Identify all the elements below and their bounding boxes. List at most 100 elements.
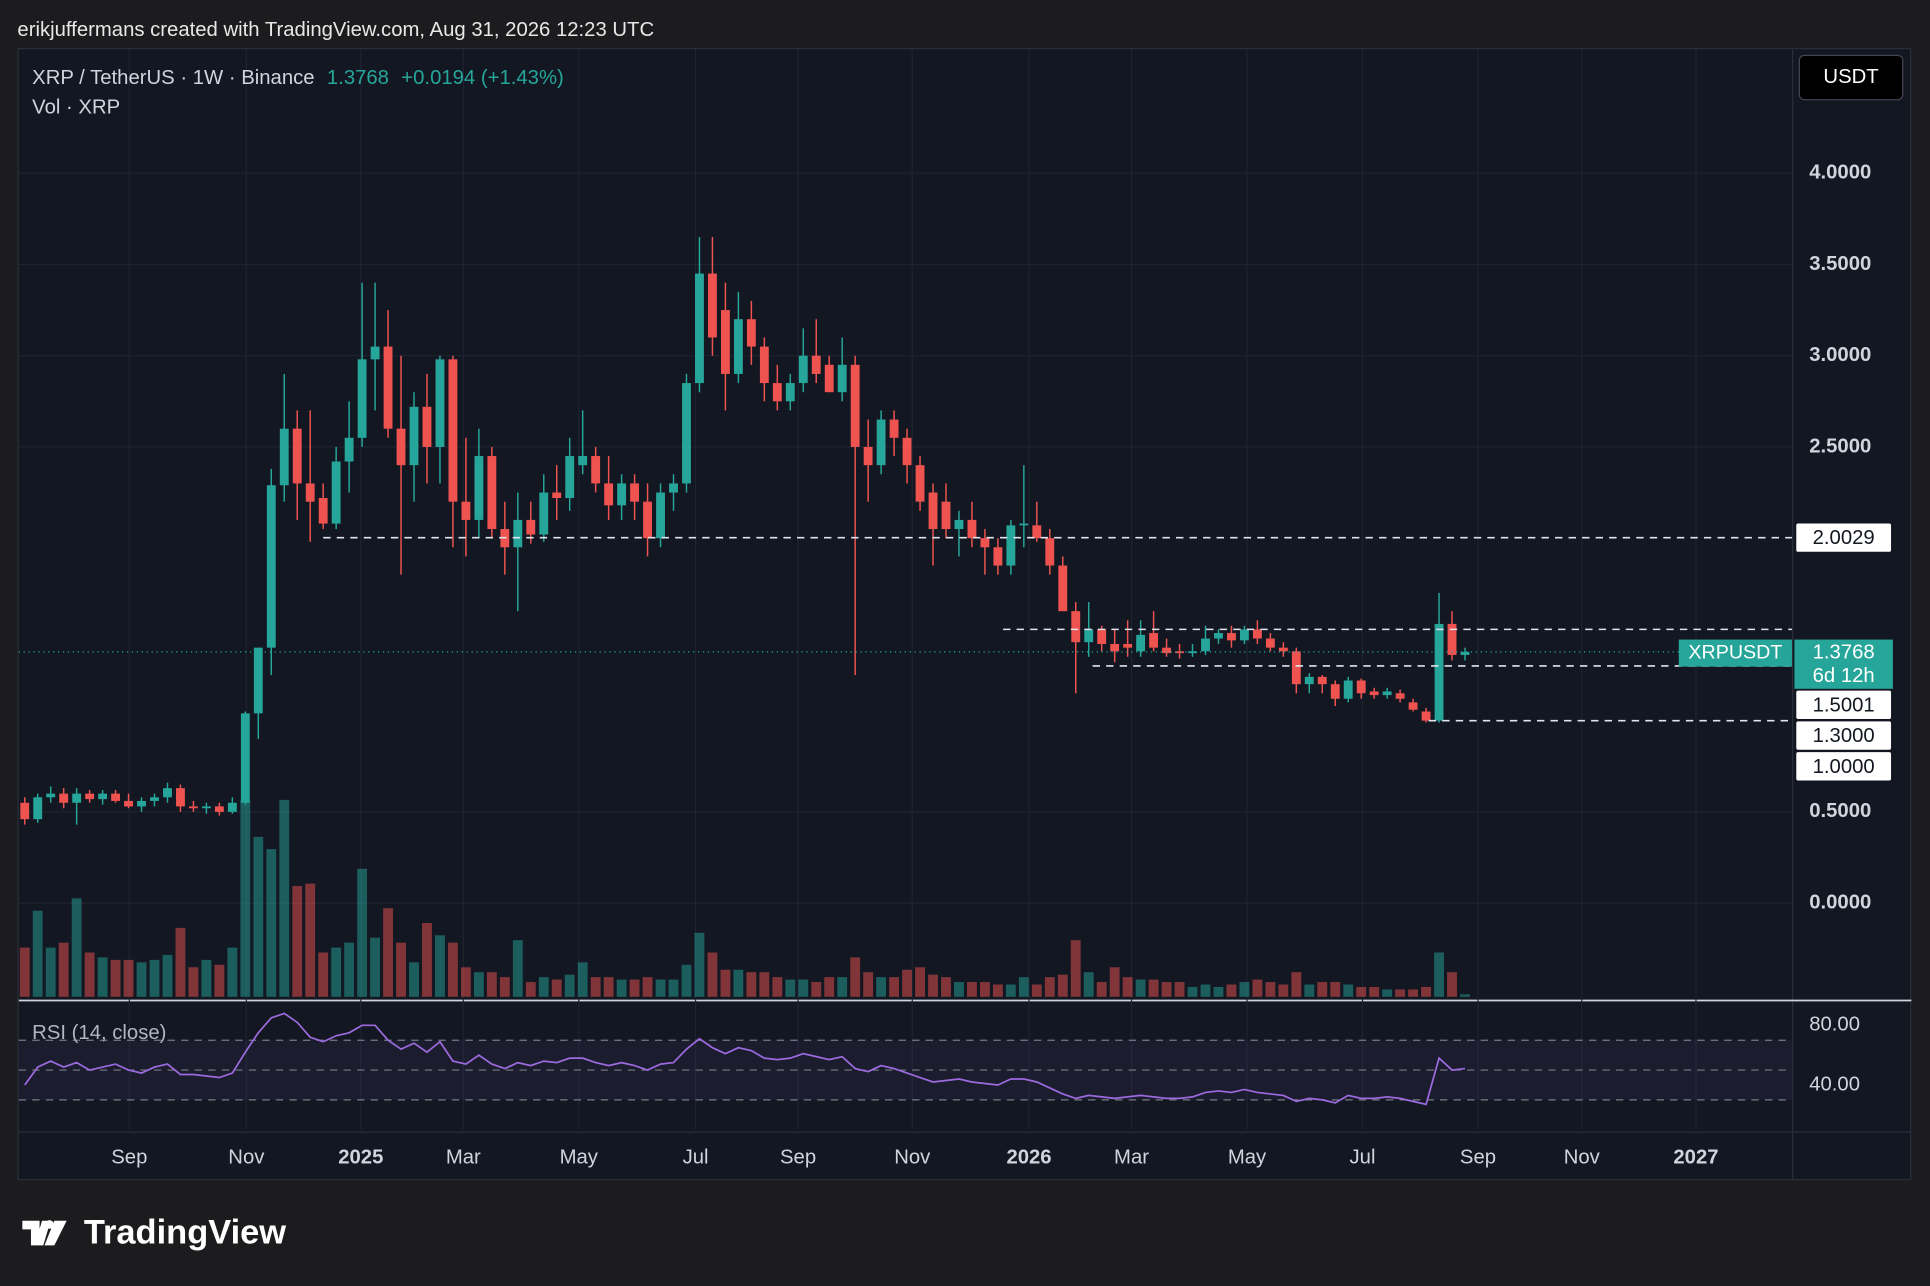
volume-bar [188, 967, 199, 997]
x-tick-label: Jul [1350, 1146, 1376, 1168]
candle-body [889, 419, 899, 438]
candle-body [188, 806, 198, 809]
volume-bar [551, 979, 562, 997]
candle-body [1330, 684, 1340, 699]
volume-bar [850, 957, 861, 997]
candle-body [1136, 634, 1146, 652]
price-change: +0.0194 (+1.43%) [401, 67, 564, 89]
volume-bar [694, 932, 705, 997]
candle-body [1045, 538, 1055, 566]
volume-bar [992, 984, 1003, 997]
volume-bar [512, 940, 523, 997]
logo-dot [45, 1220, 54, 1229]
currency-button[interactable] [1798, 54, 1904, 101]
candle-body [1110, 644, 1120, 652]
candle-body [980, 538, 990, 548]
volume-bar [1395, 989, 1406, 997]
candle-body [902, 437, 912, 466]
candle-body [915, 465, 925, 502]
volume-bar [1356, 986, 1367, 997]
countdown-label: 6d 12h [1813, 665, 1875, 687]
candle-body [227, 802, 237, 812]
candle-body [1084, 629, 1094, 643]
candle-body [370, 346, 380, 360]
candle-body [552, 492, 562, 499]
candle-body [1395, 693, 1405, 699]
ticker-label: XRPUSDT [1688, 641, 1782, 663]
candle-body [487, 456, 497, 530]
candle-body [811, 355, 821, 374]
volume-bar [1278, 984, 1289, 997]
candle-body [240, 713, 250, 803]
volume-bar [1239, 982, 1250, 997]
candle-body [98, 793, 108, 800]
logo-text: TradingView [84, 1213, 286, 1251]
volume-bar [344, 942, 355, 997]
candle-body [837, 364, 847, 393]
candle-body [1304, 676, 1314, 685]
rsi-tick-label: 40.00 [1809, 1073, 1860, 1095]
y-tick-label: 0.0000 [1809, 891, 1871, 913]
x-tick-label: Nov [1564, 1146, 1601, 1168]
candle-body [253, 647, 263, 714]
volume-bar [84, 952, 95, 997]
volume-bar [266, 849, 277, 997]
candle-body [1227, 633, 1236, 641]
candle-body [1201, 638, 1210, 652]
volume-bar [746, 972, 757, 997]
currency-label[interactable]: USDT [1823, 66, 1878, 88]
candle-body [876, 419, 886, 466]
candle-body [1317, 676, 1327, 685]
candle-body [1252, 629, 1262, 639]
volume-bar [435, 935, 445, 997]
rsi-tick-label: 80.00 [1809, 1014, 1860, 1036]
y-tick-label: 4.0000 [1809, 162, 1871, 184]
level-label: 1.5001 [1813, 694, 1875, 716]
volume-bar [136, 962, 147, 997]
volume-bar [318, 952, 329, 997]
candle-body [591, 456, 601, 484]
volume-bar [642, 977, 653, 997]
candle-body [1032, 525, 1042, 539]
candle-body [1058, 565, 1068, 612]
candle-body [682, 383, 691, 484]
ticker-box [1678, 639, 1792, 667]
volume-bar [1174, 982, 1185, 997]
candle-body [1382, 691, 1392, 696]
y-tick-label: 2.5000 [1809, 435, 1871, 457]
volume-bar [227, 947, 238, 997]
x-tick-label: 2025 [338, 1146, 383, 1168]
volume-bar [214, 964, 225, 997]
candle-body [1214, 633, 1223, 639]
volume-bar [58, 942, 69, 997]
volume-bar [967, 982, 977, 997]
candle-body [669, 483, 678, 493]
candle-body [967, 519, 977, 539]
volume-bar [629, 979, 640, 997]
candle-body [1123, 644, 1133, 648]
volume-bar [1434, 952, 1444, 997]
logo-mark [22, 1220, 67, 1246]
candle-body [1175, 651, 1184, 654]
candle-body [214, 806, 224, 812]
candle-body [1343, 680, 1353, 699]
volume-bar [162, 954, 173, 997]
candle-body [759, 346, 769, 384]
candle-body [422, 406, 432, 447]
candle-body [1071, 611, 1081, 643]
candle-body [292, 428, 302, 484]
volume-bar [1109, 967, 1120, 997]
candle-body [1265, 638, 1275, 648]
y-tick-label: 0.5000 [1809, 800, 1871, 822]
candle-body [124, 800, 133, 807]
candle-body [176, 788, 185, 807]
volume-bar [1135, 979, 1146, 997]
candle-body [46, 793, 56, 798]
volume-pane [19, 799, 1470, 997]
volume-bar [1369, 986, 1380, 997]
volume-bar [383, 908, 393, 997]
volume-bar [681, 964, 692, 997]
x-tick-label: 2027 [1673, 1146, 1718, 1168]
candle-body [1421, 711, 1431, 721]
